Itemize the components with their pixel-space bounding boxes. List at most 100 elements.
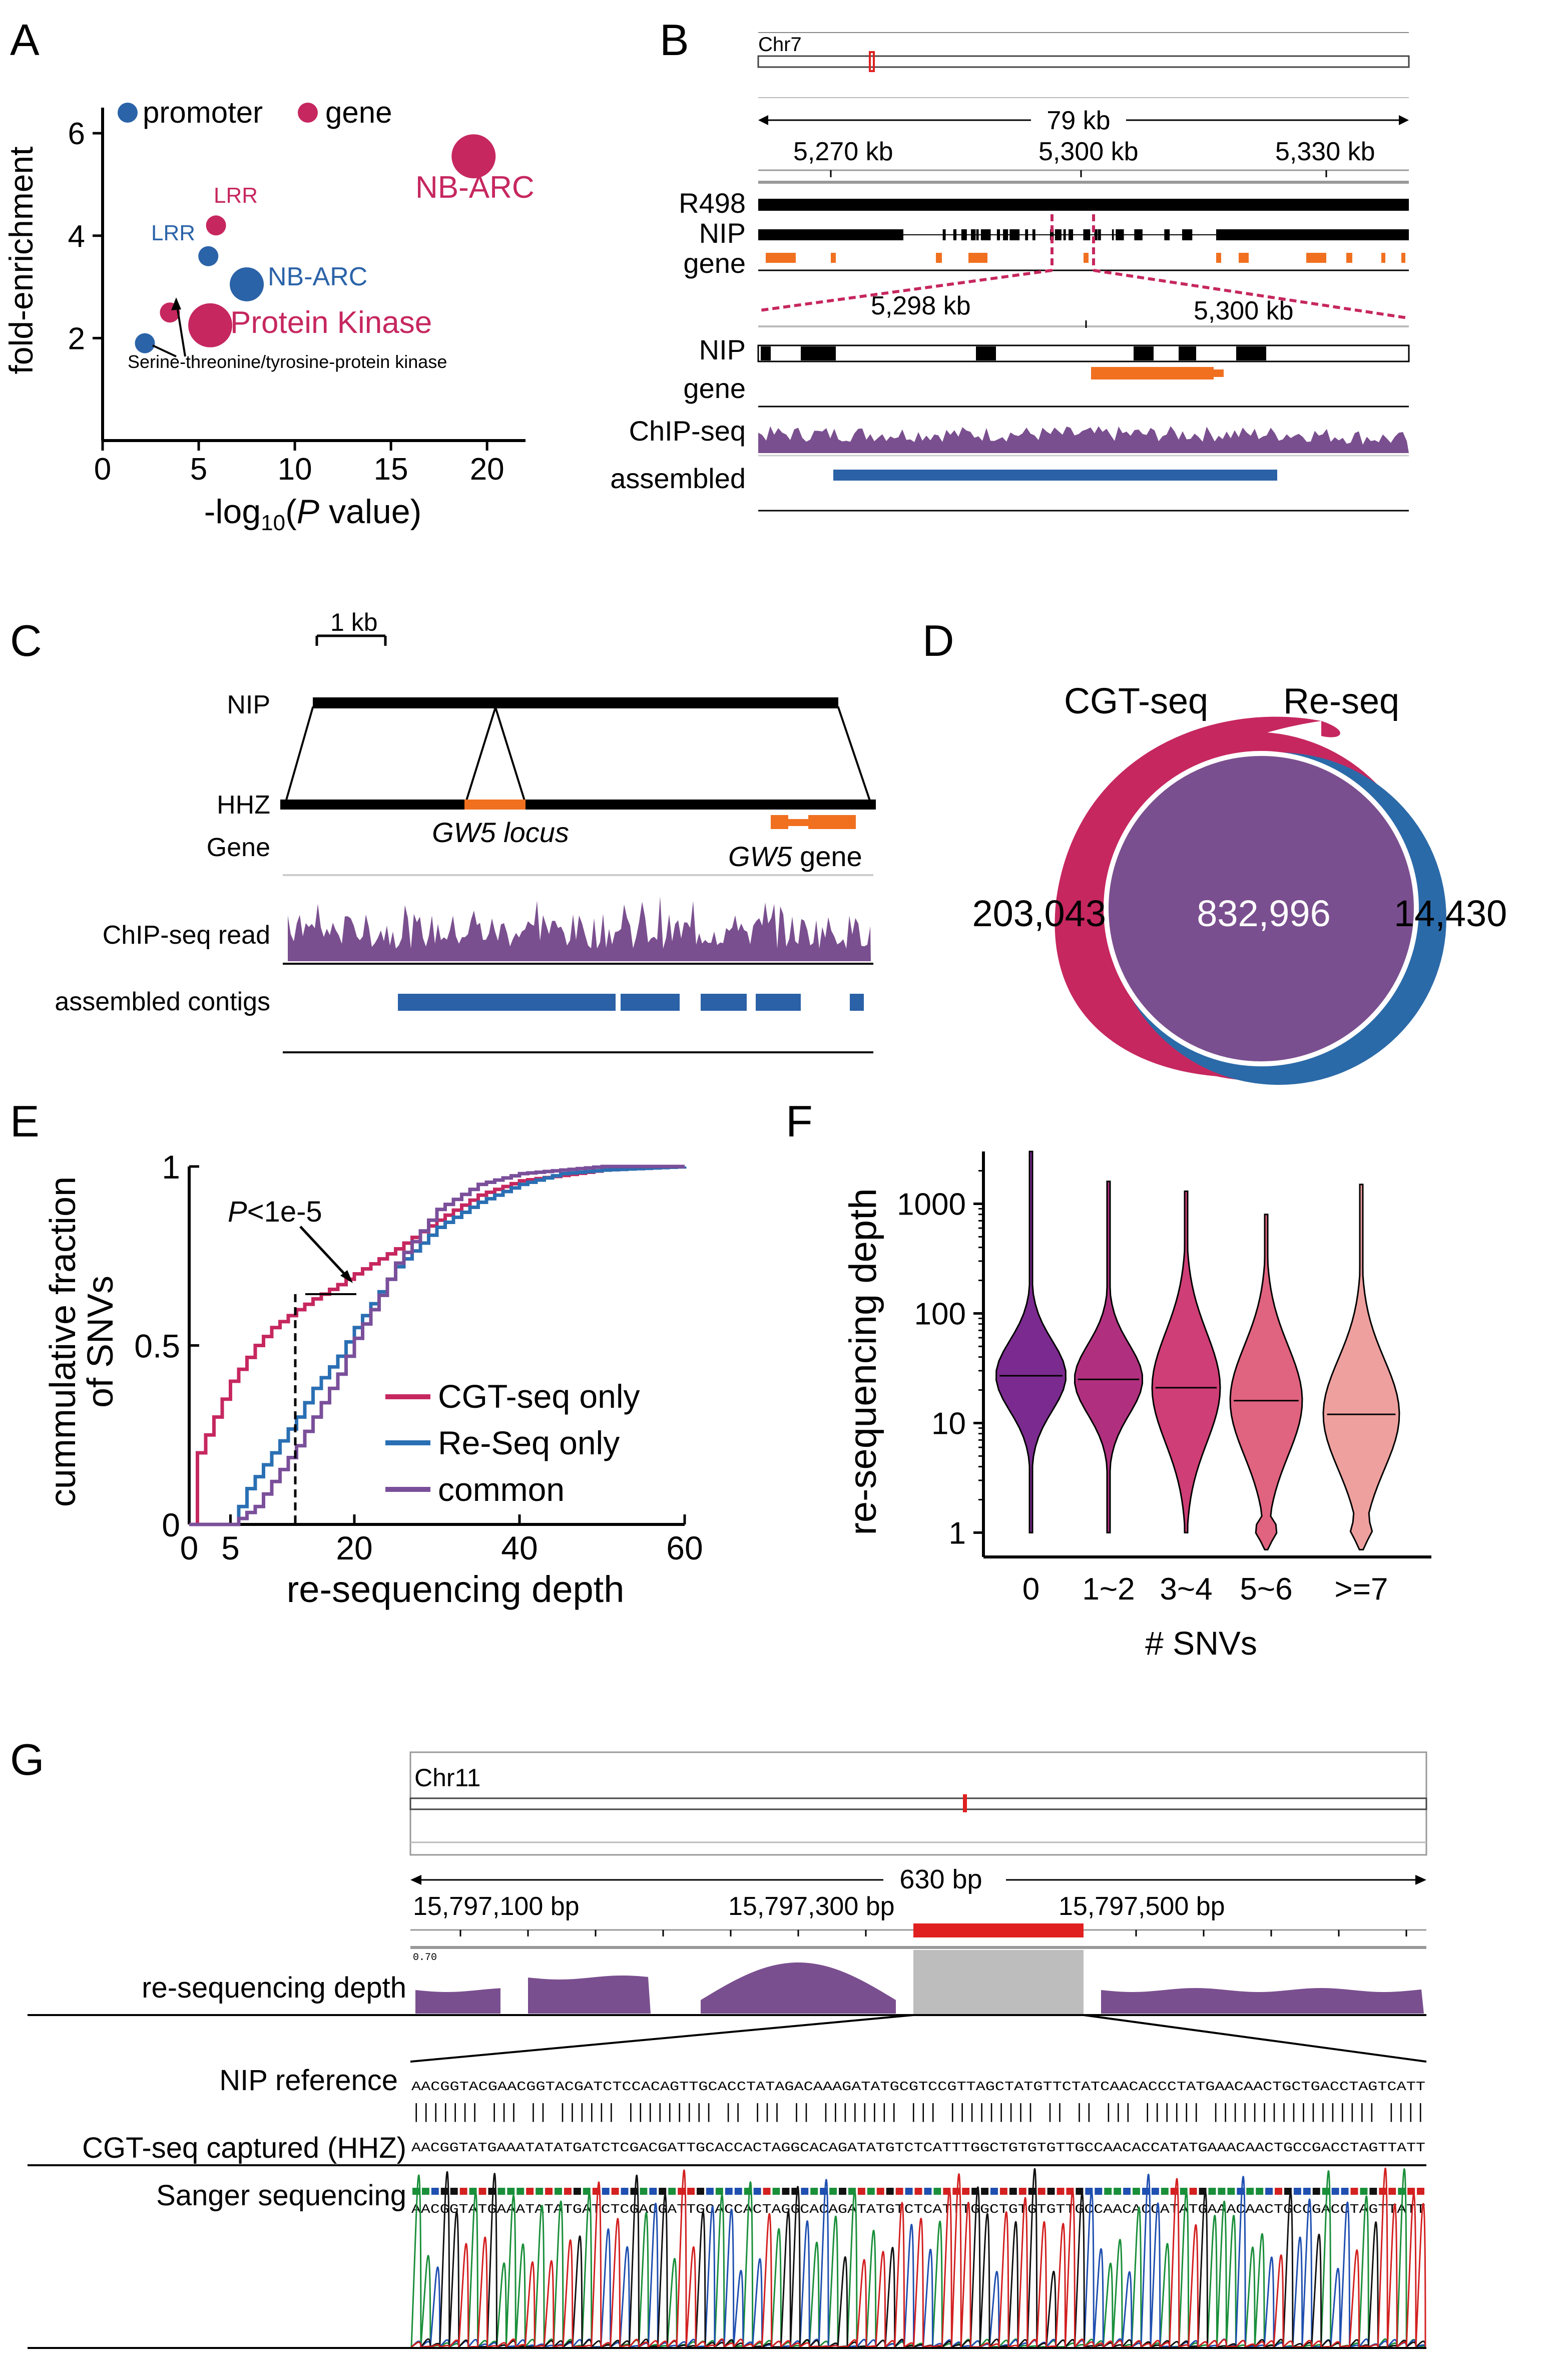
c-contig <box>850 994 864 1011</box>
b-nip-tick <box>1138 229 1143 240</box>
b-zoom-nip-block <box>1134 346 1154 360</box>
g-base-call <box>450 2188 458 2195</box>
a-arrowhead-1 <box>171 297 181 310</box>
b-tick-2: 5,300 kb <box>1038 137 1139 166</box>
d-center-count: 832,996 <box>1197 893 1331 934</box>
b-zoom-diag-left <box>759 269 1053 312</box>
g-base-call <box>1407 2188 1415 2195</box>
c-contig <box>756 994 801 1011</box>
c-nip-label: NIP <box>227 690 270 719</box>
b-gene-block <box>1216 253 1221 263</box>
b-nip-tick <box>1071 229 1074 240</box>
b-nip-tick <box>971 229 973 240</box>
a-label-lrr-promoter: LRR <box>151 221 195 245</box>
f-y-tick-label: 100 <box>914 1297 966 1331</box>
b-nip-tick <box>1116 229 1119 240</box>
g-base-call <box>1275 2188 1282 2195</box>
d-overlap <box>1104 751 1419 1066</box>
g-tick-1: 15,797,100 bp <box>413 1892 580 1921</box>
e-x-tick-label: 5 <box>221 1529 240 1566</box>
d-left-count: 203,043 <box>972 893 1107 934</box>
legend-gene: gene <box>325 96 392 129</box>
g-base-call <box>1360 2188 1368 2195</box>
c-contig <box>621 994 680 1011</box>
b-zoom-nip-block <box>976 346 996 360</box>
g-base-call <box>905 2188 913 2195</box>
c-hhz-label: HHZ <box>217 791 270 820</box>
g-base-call <box>1322 2188 1330 2195</box>
b-gene-block <box>936 253 942 263</box>
e-pvalue-arrowhead <box>340 1270 353 1283</box>
g-tick-3: 15,797,500 bp <box>1059 1892 1225 1921</box>
a-label-protein-kinase: Protein Kinase <box>230 305 432 340</box>
g-base-call <box>999 2188 1007 2195</box>
g-base-call <box>1237 2188 1245 2195</box>
g-base-call <box>1303 2188 1311 2195</box>
legend-promoter-marker <box>118 103 138 123</box>
b-gene-track <box>766 253 1405 263</box>
g-base-call <box>1057 2188 1065 2195</box>
g-base-call <box>1123 2188 1131 2195</box>
f-x-tick-label: 1~2 <box>1082 1572 1135 1607</box>
b-nip-tick <box>1069 229 1073 240</box>
panel-label-a: A <box>10 15 40 65</box>
b-nip-tick <box>942 229 946 240</box>
b-zoom-nip-block <box>761 346 771 360</box>
g-base-call <box>621 2188 629 2195</box>
g-base-call <box>1142 2188 1150 2195</box>
g-base-call <box>839 2188 846 2195</box>
a-y-label: fold-enrichment <box>3 147 40 374</box>
g-base-call <box>640 2188 648 2195</box>
c-gw5-locus-bar <box>464 800 526 810</box>
g-base-call <box>914 2188 922 2195</box>
g-sanger-label: Sanger sequencing <box>156 2179 406 2212</box>
g-base-call <box>1350 2188 1358 2195</box>
e-x-label: re-sequencing depth <box>287 1568 625 1610</box>
g-base-call <box>536 2188 544 2195</box>
b-ideogram <box>757 55 1410 68</box>
g-base-call <box>497 2188 505 2195</box>
f-x-tick-label: 0 <box>1022 1572 1039 1607</box>
a-x-tick-label: 15 <box>374 452 408 487</box>
b-span-arrow-left <box>758 115 768 125</box>
e-y-tick-label: 1 <box>162 1148 180 1186</box>
g-base-call <box>697 2188 704 2195</box>
g-base-call <box>573 2188 581 2195</box>
b-zoom-track-chip: ChIP-seq <box>629 415 746 447</box>
g-highlight-bar <box>913 1923 1084 1937</box>
g-span: 630 bp <box>899 1864 982 1894</box>
g-base-call <box>459 2188 467 2195</box>
a-point-promoter <box>135 333 155 353</box>
c-contig <box>701 994 747 1011</box>
e-curves <box>189 1164 687 1526</box>
g-base-call <box>1095 2188 1103 2195</box>
b-nip-tick <box>1119 229 1124 240</box>
g-base-call <box>829 2188 837 2195</box>
b-nip-tick <box>1182 229 1187 240</box>
b-nip-tick <box>1094 229 1098 240</box>
g-base-call <box>1133 2188 1140 2195</box>
g-base-call <box>1256 2188 1264 2195</box>
g-base-call <box>630 2188 638 2195</box>
b-zoom-nip-block <box>1236 346 1266 360</box>
panel-label-d: D <box>922 616 954 665</box>
c-contigs <box>398 994 864 1011</box>
g-base-call <box>820 2188 828 2195</box>
b-zoom-track-gene: gene <box>683 372 746 404</box>
panel-a: A 0 5 10 15 20 2 4 6 fold-enrichment -log10(P v… <box>3 15 535 535</box>
g-base-call <box>649 2188 657 2195</box>
a-x-tick-label: 0 <box>94 452 111 487</box>
b-region-marker <box>869 51 875 72</box>
f-violin <box>1322 1184 1400 1550</box>
g-base-call <box>1218 2188 1226 2195</box>
f-x-tick-label: 3~4 <box>1160 1572 1212 1607</box>
e-x-tick-label: 20 <box>336 1529 372 1566</box>
a-arrow-2 <box>152 344 177 357</box>
b-tick-3: 5,330 kb <box>1275 137 1375 166</box>
a-label-serine: Serine-threonine/tyrosine-protein kinase <box>128 351 447 372</box>
g-base-call <box>516 2188 525 2195</box>
f-y-tick-label: 1000 <box>897 1187 966 1222</box>
b-gene-block <box>1239 253 1249 263</box>
